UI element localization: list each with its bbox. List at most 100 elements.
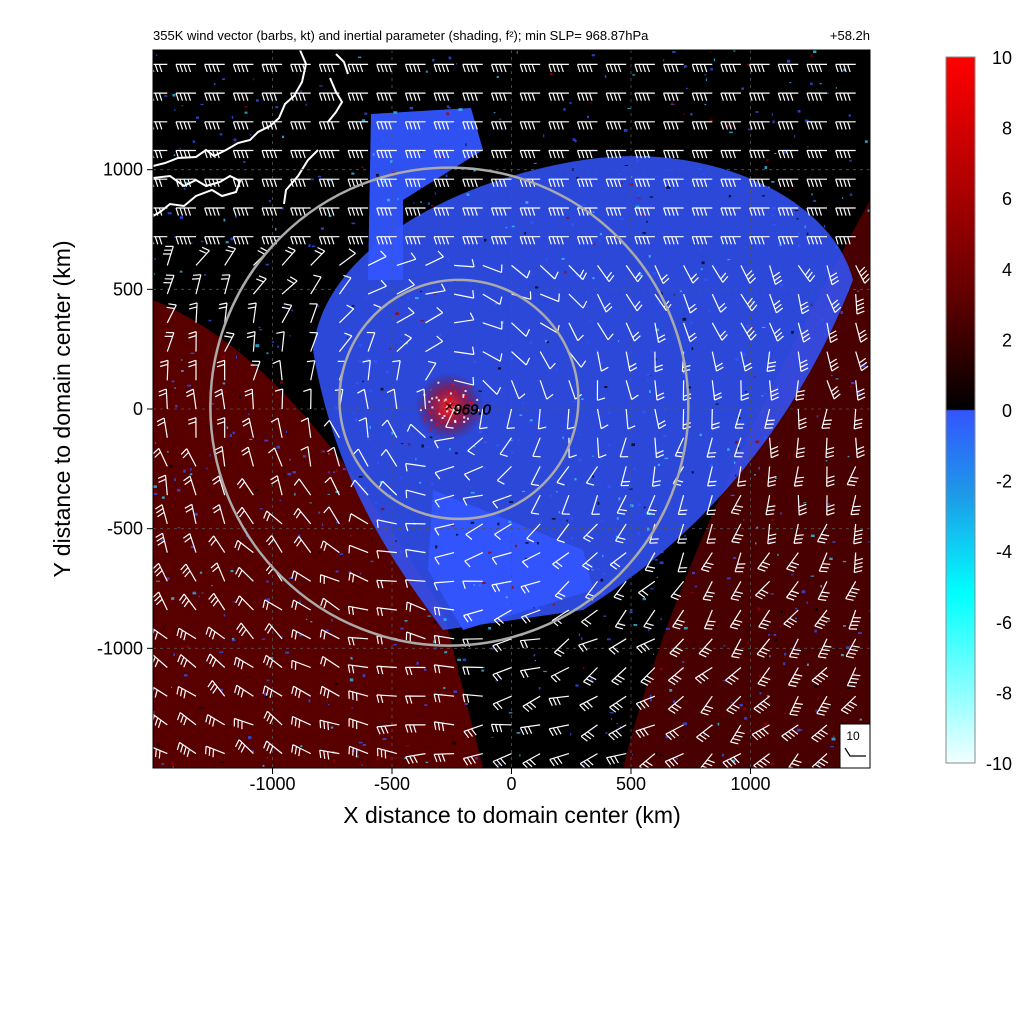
shading-speckle [649, 375, 652, 377]
shading-core-speckle [469, 401, 472, 404]
shading-speckle [797, 244, 801, 248]
wind-barb [777, 207, 799, 216]
shading-speckle [328, 215, 332, 218]
shading-speckle [447, 111, 451, 114]
shading-speckle [815, 608, 818, 611]
shading-speckle [358, 56, 362, 59]
wind-barb [433, 437, 455, 449]
barb-legend-glyph [844, 747, 866, 757]
shading-speckle [775, 477, 777, 479]
wind-barb [725, 667, 742, 686]
shading-speckle [630, 579, 633, 582]
shading-speckle [433, 640, 436, 644]
shading-core-speckle [442, 399, 445, 402]
shading-speckle [607, 638, 611, 641]
shading-speckle [453, 690, 458, 693]
shading-speckle [364, 112, 368, 115]
shading-speckle [172, 766, 174, 768]
shading-speckle [674, 188, 677, 190]
wind-barb [490, 149, 512, 159]
shading-speckle [743, 519, 745, 521]
wind-barb [576, 149, 598, 159]
shading-speckle [475, 756, 478, 760]
wind-barb [530, 494, 541, 515]
wind-barb [153, 149, 168, 159]
wind-barb [234, 684, 254, 698]
shading-speckle [635, 205, 640, 209]
shading-speckle [755, 246, 757, 249]
wind-barb [596, 408, 609, 430]
wind-barb [396, 307, 415, 324]
wind-barb [490, 92, 512, 101]
shading-speckle [795, 607, 798, 610]
shading-speckle [565, 585, 569, 589]
shading-speckle [632, 754, 633, 756]
shading-speckle [669, 606, 671, 609]
shading-speckle [441, 155, 444, 158]
shading-core-speckle [452, 403, 455, 406]
wind-barb [232, 149, 254, 159]
shading-speckle [671, 101, 673, 105]
wind-barb [406, 423, 426, 439]
wind-barb [625, 293, 643, 312]
shading-core-speckle [441, 417, 444, 419]
shading-speckle [737, 417, 741, 419]
shading-speckle [768, 186, 770, 188]
shading-speckle [480, 105, 484, 109]
shading-speckle [415, 297, 419, 300]
wind-barb [643, 609, 656, 630]
shading-speckle [259, 508, 263, 510]
wind-barb [548, 149, 569, 159]
shading-speckle [496, 444, 499, 447]
shading-speckle [592, 211, 595, 213]
shading-speckle [264, 692, 267, 696]
shading-speckle [183, 674, 188, 677]
shading-speckle [222, 78, 225, 81]
shading-speckle [794, 210, 799, 212]
wind-barb [691, 121, 713, 130]
wind-barb [492, 494, 512, 509]
shading-speckle [226, 426, 229, 429]
wind-barb [290, 236, 311, 245]
shading-speckle [209, 453, 211, 457]
wind-barb [177, 654, 197, 668]
shading-speckle [783, 662, 786, 666]
wind-barb [663, 207, 684, 216]
shading-speckle [433, 293, 436, 295]
shading-speckle [777, 553, 779, 556]
wind-barb [433, 149, 455, 159]
shading-speckle [351, 172, 355, 175]
shading-speckle [222, 382, 226, 385]
shading-speckle [374, 330, 376, 332]
shading-speckle [275, 106, 279, 109]
wind-barb [350, 479, 369, 496]
wind-barb [376, 607, 397, 617]
wind-barb [386, 388, 398, 410]
wind-barb [683, 293, 697, 314]
shading-speckle [161, 496, 165, 499]
wind-barb [405, 631, 426, 642]
wind-barb [731, 638, 744, 659]
wind-barb [826, 293, 842, 313]
wind-barb [730, 581, 743, 601]
shading-speckle [199, 707, 203, 709]
shading-core-speckle [429, 428, 431, 431]
shading-speckle [156, 743, 160, 747]
shading-speckle [333, 471, 336, 474]
shading-speckle [784, 712, 786, 715]
shading-speckle [231, 639, 236, 642]
wind-barb [261, 236, 283, 245]
wind-barb [291, 744, 311, 757]
wind-barb [376, 92, 397, 101]
shading-speckle [154, 441, 157, 445]
shading-speckle [552, 241, 555, 244]
shading-speckle [400, 340, 402, 342]
shading-speckle [420, 319, 424, 322]
shading-speckle [400, 476, 403, 479]
shading-speckle [734, 440, 739, 444]
wind-barb [347, 605, 369, 616]
wind-barb [175, 236, 196, 245]
shading-speckle [843, 625, 846, 627]
wind-barb [706, 437, 717, 458]
chart-title: 355K wind vector (barbs, kt) and inertia… [153, 28, 649, 43]
